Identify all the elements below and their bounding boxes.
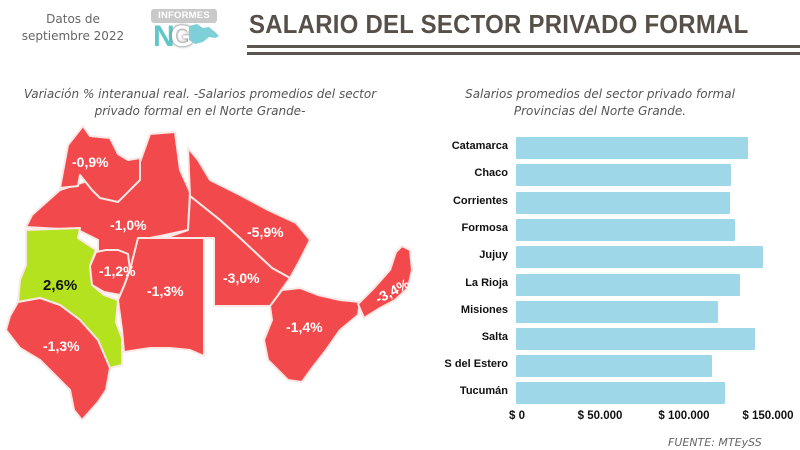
source-note: FUENTE: MTEySS (668, 436, 762, 449)
bar-chart-caption: Salarios promedios del sector privado fo… (430, 86, 770, 120)
bar-catamarca (516, 137, 748, 159)
map-label-catamarca: 2,6% (43, 277, 78, 294)
bar-row-formosa: Formosa (430, 219, 800, 241)
map-label-formosa: -5,9% (247, 224, 284, 240)
bar-label: Formosa (461, 222, 508, 234)
page-title: SALARIO DEL SECTOR PRIVADO FORMAL (249, 9, 749, 39)
bar-tucuman (516, 382, 725, 404)
norte-grande-map: -0,9% -1,0% -5,9% -3,0% 2,6% -1,2% -1,3%… (0, 120, 420, 421)
bar-caption-line1: Salarios promedios del sector privado fo… (465, 87, 735, 101)
x-tick: $ 0 (509, 410, 525, 422)
region-corrientes (263, 287, 361, 383)
x-tick: $ 50.000 (577, 410, 623, 422)
bar-row-catamarca: Catamarca (430, 137, 800, 159)
bar-label: Jujuy (479, 249, 508, 261)
bar-formosa (516, 219, 735, 241)
map-label-corrientes: -1,4% (286, 319, 323, 335)
bar-row-salta: Salta (430, 328, 800, 350)
bar-label: Misiones (460, 304, 508, 316)
bar-row-s-del-estero: S del Estero (430, 355, 800, 377)
map-label-salta: -1,0% (110, 217, 147, 233)
region-misiones (357, 245, 413, 319)
logo-n: N (153, 20, 175, 53)
logo-g: G (170, 20, 194, 53)
bar-label: Corrientes (452, 195, 508, 207)
map-label-la-rioja: -1,3% (43, 338, 80, 354)
bar-salta (516, 328, 755, 350)
bar-label: S del Estero (444, 358, 508, 370)
map-caption: Variación % interanual real. -Salarios p… (10, 86, 390, 120)
bar-la-rioja (516, 274, 740, 296)
map-svg (5, 125, 413, 421)
bar-s-del-estero (516, 355, 712, 377)
bar-misiones (516, 301, 718, 323)
date-note-line1: Datos de (46, 12, 100, 26)
bar-label: Catamarca (451, 140, 508, 152)
norte-grande-map-icon (189, 24, 219, 44)
x-tick: $ 150.000 (742, 410, 794, 422)
map-label-santiago: -1,3% (147, 283, 184, 299)
logo-ng-text: NG (153, 20, 194, 54)
bar-label: Salta (481, 331, 508, 343)
map-caption-line1: Variación % interanual real. -Salarios p… (23, 87, 377, 101)
map-caption-line2: privado formal en el Norte Grande- (94, 104, 306, 118)
bar-row-corrientes: Corrientes (430, 192, 800, 214)
bar-label: Tucumán (459, 385, 508, 397)
informes-ng-logo: INFORMES NG (147, 8, 225, 56)
bar-row-tucuman: Tucumán (430, 382, 800, 404)
map-label-chaco: -3,0% (223, 270, 260, 286)
date-note-line2: septiembre 2022 (21, 29, 125, 43)
title-divider-top (247, 45, 800, 48)
map-label-jujuy: -0,9% (72, 154, 109, 170)
region-santiago (117, 237, 205, 357)
bar-jujuy (516, 246, 763, 268)
x-tick: $ 100.000 (658, 410, 710, 422)
bar-caption-line2: Provincias del Norte Grande. (513, 104, 687, 118)
map-label-tucuman: -1,2% (99, 263, 136, 279)
bar-row-la-rioja: La Rioja (430, 274, 800, 296)
bar-chaco (516, 164, 731, 186)
bar-label: La Rioja (465, 277, 508, 289)
logo-informes-text: INFORMES (151, 9, 217, 23)
bar-row-misiones: Misiones (430, 301, 800, 323)
bar-row-jujuy: Jujuy (430, 246, 800, 268)
title-divider-bottom (247, 52, 800, 55)
bar-label: Chaco (474, 167, 508, 179)
x-axis: $ 0 $ 50.000 $ 100.000 $ 150.000 (0, 410, 800, 426)
bar-row-chaco: Chaco (430, 164, 800, 186)
bar-corrientes (516, 192, 730, 214)
date-note: Datos de septiembre 2022 (18, 11, 128, 45)
region-jujuy (59, 125, 141, 203)
